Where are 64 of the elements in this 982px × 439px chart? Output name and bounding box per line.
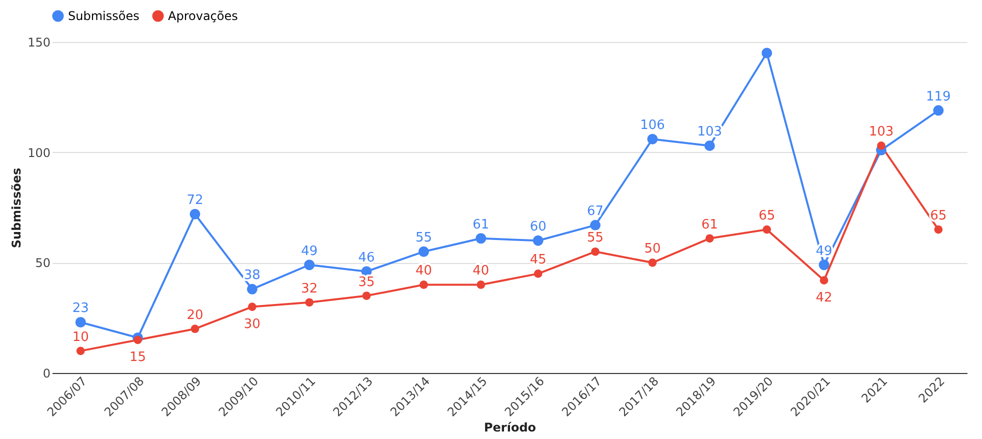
y-tick-label: 50 bbox=[35, 256, 50, 270]
data-label: 42 bbox=[816, 290, 832, 306]
y-axis-title: Submissões bbox=[10, 168, 24, 248]
data-label: 60 bbox=[530, 220, 546, 235]
x-axis-title: Período bbox=[484, 420, 536, 435]
data-label: 40 bbox=[415, 264, 432, 279]
data-label: 103 bbox=[868, 124, 894, 140]
point bbox=[933, 105, 944, 116]
point bbox=[820, 276, 828, 284]
data-label: 65 bbox=[930, 208, 947, 224]
data-label: 32 bbox=[301, 281, 318, 296]
legend-label: Aprovações bbox=[168, 9, 238, 23]
data-label: 61 bbox=[701, 217, 718, 232]
point bbox=[305, 298, 314, 307]
point bbox=[420, 280, 428, 289]
data-label: 10 bbox=[72, 330, 89, 345]
data-label: 35 bbox=[358, 274, 375, 290]
y-tick-label: 0 bbox=[42, 366, 50, 380]
point bbox=[476, 280, 486, 289]
data-label: 50 bbox=[644, 242, 661, 257]
point bbox=[248, 302, 256, 311]
point bbox=[704, 140, 715, 151]
point bbox=[75, 317, 86, 328]
data-label: 45 bbox=[530, 252, 546, 268]
data-label: 67 bbox=[587, 204, 604, 220]
data-label: 15 bbox=[130, 350, 146, 365]
data-label: 30 bbox=[244, 316, 260, 332]
data-label: 61 bbox=[472, 217, 490, 232]
point bbox=[76, 346, 85, 356]
point bbox=[304, 260, 315, 270]
point bbox=[362, 292, 371, 300]
point bbox=[591, 247, 600, 256]
data-label: 23 bbox=[72, 301, 89, 316]
y-tick-label: 150 bbox=[28, 36, 50, 50]
point bbox=[762, 48, 772, 58]
point bbox=[246, 284, 258, 294]
data-label: 106 bbox=[640, 118, 665, 134]
point bbox=[190, 324, 200, 334]
point bbox=[647, 134, 658, 144]
point bbox=[590, 220, 601, 230]
data-label: 55 bbox=[415, 230, 432, 246]
data-label: 46 bbox=[358, 250, 375, 266]
data-label: 119 bbox=[926, 89, 951, 104]
point bbox=[534, 270, 542, 278]
point bbox=[877, 142, 886, 150]
data-label: 20 bbox=[186, 308, 204, 323]
point bbox=[134, 336, 142, 344]
point bbox=[532, 235, 544, 246]
point bbox=[648, 258, 657, 267]
y-tick-label: 100 bbox=[28, 146, 50, 160]
point bbox=[762, 225, 772, 234]
point bbox=[418, 246, 429, 257]
legend-label: Submissões bbox=[68, 9, 140, 23]
point bbox=[818, 260, 830, 270]
data-label: 65 bbox=[758, 208, 776, 224]
data-label: 72 bbox=[186, 193, 204, 208]
point bbox=[190, 208, 200, 220]
data-label: 49 bbox=[301, 244, 318, 259]
data-label: 38 bbox=[244, 268, 260, 284]
point bbox=[705, 234, 714, 243]
data-label: 40 bbox=[472, 264, 490, 279]
point bbox=[476, 233, 486, 244]
point bbox=[934, 225, 943, 234]
data-label: 55 bbox=[587, 230, 604, 246]
